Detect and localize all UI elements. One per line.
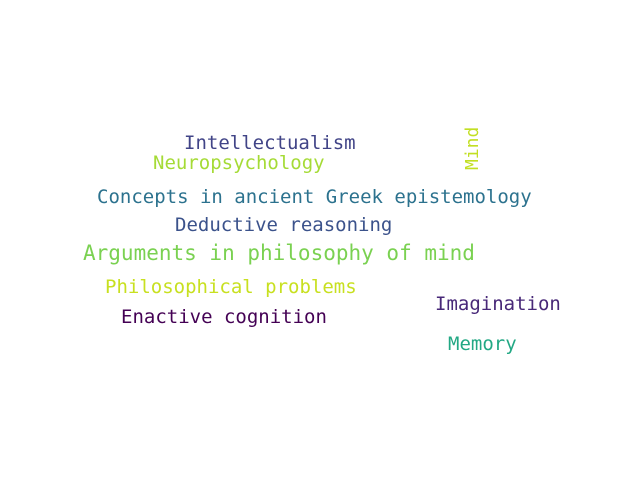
word-philosophical-problems: Philosophical problems [105,276,357,298]
word-memory: Memory [448,333,517,355]
word-imagination: Imagination [435,293,561,315]
word-concepts-in-ancient-greek-epistemology: Concepts in ancient Greek epistemology [97,186,532,208]
word-neuropsychology: Neuropsychology [153,152,325,174]
word-arguments-in-philosophy-of-mind: Arguments in philosophy of mind [83,241,475,265]
word-enactive-cognition: Enactive cognition [121,306,327,328]
word-mind: Mind [462,126,483,170]
word-intellectualism: Intellectualism [184,132,356,154]
word-deductive-reasoning: Deductive reasoning [175,214,393,236]
